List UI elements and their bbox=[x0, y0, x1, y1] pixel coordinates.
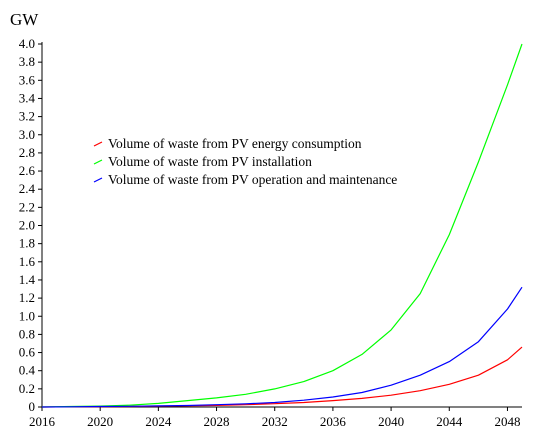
legend-swatch bbox=[93, 177, 103, 183]
y-tick-label: 0.6 bbox=[19, 345, 36, 360]
legend-swatch bbox=[93, 159, 103, 165]
y-tick-label: 2.4 bbox=[19, 181, 36, 196]
y-tick-label: 2.6 bbox=[19, 163, 36, 178]
y-tick-label: 1.4 bbox=[19, 272, 36, 287]
legend-label: Volume of waste from PV operation and ma… bbox=[108, 172, 397, 187]
series-lines bbox=[41, 43, 523, 408]
y-tick-label: 1.0 bbox=[19, 308, 35, 323]
legend-label: Volume of waste from PV installation bbox=[108, 154, 312, 169]
x-tick-label: 2016 bbox=[29, 414, 56, 429]
x-tick-label: 2020 bbox=[87, 414, 113, 429]
y-tick-label: 1.8 bbox=[19, 236, 35, 251]
series-line-1 bbox=[41, 346, 523, 408]
x-tick-label: 2024 bbox=[145, 414, 172, 429]
y-tick-label: 2.8 bbox=[19, 145, 35, 160]
y-tick-label: 2.0 bbox=[19, 218, 35, 233]
legend: Volume of waste from PV energy consumpti… bbox=[93, 136, 397, 187]
legend-label: Volume of waste from PV energy consumpti… bbox=[108, 136, 362, 151]
y-tick-label: 0.2 bbox=[19, 381, 35, 396]
y-tick-label: 3.6 bbox=[19, 72, 36, 87]
series-line-2 bbox=[41, 43, 523, 408]
x-tick-label: 2032 bbox=[262, 414, 288, 429]
y-tick-label: 0.4 bbox=[19, 363, 36, 378]
y-tick-label: 4.0 bbox=[19, 36, 35, 51]
y-tick-label: 1.6 bbox=[19, 254, 36, 269]
y-tick-label: 3.8 bbox=[19, 54, 35, 69]
series-line-3 bbox=[41, 286, 523, 408]
legend-swatch bbox=[93, 141, 103, 147]
x-tick-label: 2048 bbox=[494, 414, 520, 429]
y-tick-label: 3.0 bbox=[19, 127, 35, 142]
y-tick-label: 3.2 bbox=[19, 109, 35, 124]
x-tick-label: 2040 bbox=[378, 414, 404, 429]
x-axis-ticks: 2016 2020 2024 2028 2032 2036 2040 2044 2048 bbox=[29, 407, 520, 429]
y-tick-label: 0 bbox=[29, 399, 36, 414]
y-tick-label: 2.2 bbox=[19, 199, 35, 214]
y-tick-label: 1.2 bbox=[19, 290, 35, 305]
y-tick-label: 3.4 bbox=[19, 90, 36, 105]
y-tick-label: 0.8 bbox=[19, 326, 35, 341]
x-tick-label: 2044 bbox=[436, 414, 463, 429]
x-tick-label: 2036 bbox=[320, 414, 347, 429]
x-tick-label: 2028 bbox=[204, 414, 230, 429]
y-axis-unit-label: GW bbox=[10, 10, 39, 29]
y-axis-ticks: 0 0.2 0.4 0.6 0.8 1.0 1.2 1.4 1.6 1.8 2.0 2.2 2.4 2.6… bbox=[19, 36, 42, 414]
